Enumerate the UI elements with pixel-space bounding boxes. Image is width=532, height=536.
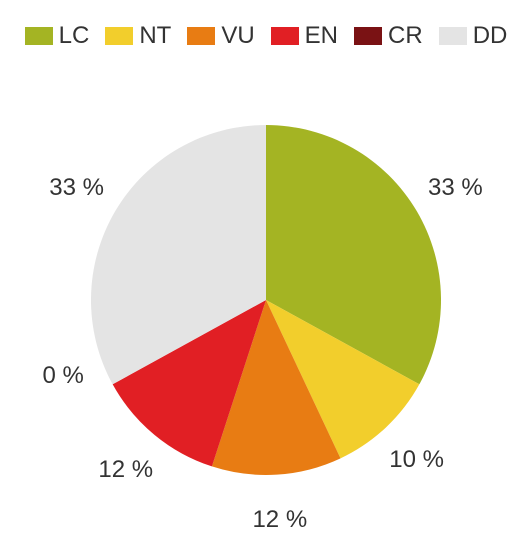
slice-label-dd: 33 % — [49, 174, 104, 202]
slice-label-en: 12 % — [98, 456, 153, 484]
pie-area: 33 % 10 % 12 % 12 % 0 % 33 % — [0, 0, 532, 531]
slice-label-vu: 12 % — [252, 506, 307, 534]
pie-svg — [0, 0, 532, 531]
pie-chart: LCNTVUENCRDD 33 %10 %12 %12 %0 %33 % — [0, 0, 532, 531]
slice-label-cr: 0 % — [43, 362, 84, 390]
slice-label-lc: 33 % — [428, 174, 483, 202]
slice-label-nt: 10 % — [389, 446, 444, 474]
